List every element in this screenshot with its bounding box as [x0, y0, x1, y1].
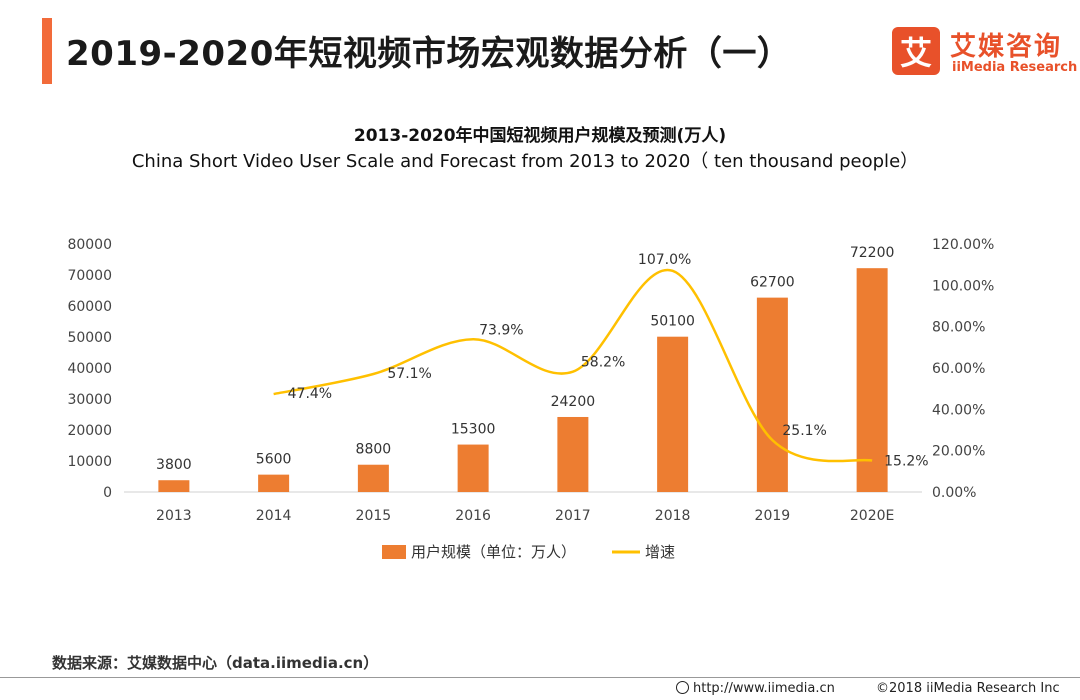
x-tick-label: 2018 — [655, 508, 691, 524]
legend-line-label: 增速 — [645, 543, 675, 561]
left-tick-label: 0 — [103, 485, 112, 501]
right-axis: 0.00% 20.00% 40.00% 60.00% 80.00% 100.00% 120.… — [932, 237, 994, 501]
x-tick-label: 2019 — [755, 508, 791, 524]
growth-line — [273, 268, 873, 463]
bar — [158, 480, 190, 492]
bar — [756, 297, 788, 492]
left-tick-label: 80000 — [67, 237, 112, 253]
growth-rate-label: 57.1% — [387, 366, 431, 382]
left-tick-label: 40000 — [67, 361, 112, 377]
bar — [258, 474, 290, 492]
left-tick-label: 60000 — [67, 299, 112, 315]
data-source: 数据来源：艾媒数据中心（data.iimedia.cn） — [52, 654, 379, 672]
bar — [557, 416, 589, 492]
bar-value-label: 50100 — [650, 314, 695, 330]
growth-rate-label: 25.1% — [782, 423, 826, 439]
bar-value-label: 8800 — [356, 442, 392, 458]
user-scale-chart: 2013-2020年中国短视频用户规模及预测(万人) China Short V… — [67, 125, 994, 561]
x-tick-label: 2013 — [156, 508, 192, 524]
bar — [856, 268, 888, 492]
growth-rate-label: 107.0% — [638, 252, 691, 268]
x-tick-label: 2016 — [455, 508, 491, 524]
bar-value-label: 24200 — [551, 394, 596, 410]
right-tick-label: 120.00% — [932, 237, 994, 253]
legend-bar-label: 用户规模（单位：万人） — [411, 543, 576, 561]
page-title: 2019-2020年短视频市场宏观数据分析（一） — [66, 34, 792, 74]
left-tick-label: 50000 — [67, 330, 112, 346]
x-tick-label: 2014 — [256, 508, 292, 524]
growth-rate-label: 15.2% — [884, 454, 928, 470]
legend: 用户规模（单位：万人） 增速 — [382, 543, 675, 561]
logo-brand-en: iiMedia Research — [952, 60, 1078, 75]
right-tick-label: 0.00% — [932, 485, 976, 501]
bar-value-label: 62700 — [750, 275, 795, 291]
bar-value-label: 5600 — [256, 452, 292, 468]
right-tick-label: 100.00% — [932, 278, 994, 294]
footer-copyright: ©2018 iiMedia Research Inc — [876, 681, 1060, 696]
logo-brand-cn: 艾媒咨询 — [950, 32, 1063, 62]
bar-value-label: 3800 — [156, 457, 192, 473]
iimedia-logo-icon: 艾 — [892, 27, 940, 75]
bar-value-label: 72200 — [850, 245, 895, 261]
footer-divider — [0, 677, 1080, 678]
line-labels: 47.4% 57.1% 73.9% 58.2% 107.0% 25.1% 15.2% — [288, 252, 929, 470]
x-axis: 2013 2014 2015 2016 2017 2018 2019 2020E — [156, 508, 894, 524]
footer-url-text[interactable]: http://www.iimedia.cn — [693, 681, 835, 696]
chart-subtitle: China Short Video User Scale and Forecas… — [132, 151, 918, 172]
right-tick-label: 40.00% — [932, 402, 985, 418]
x-tick-label: 2017 — [555, 508, 591, 524]
globe-icon — [676, 681, 689, 694]
bar — [657, 336, 689, 492]
chart-title: 2013-2020年中国短视频用户规模及预测(万人) — [354, 125, 726, 146]
left-tick-label: 10000 — [67, 454, 112, 470]
legend-bar-swatch — [382, 545, 406, 559]
x-tick-label: 2015 — [356, 508, 392, 524]
footer-website[interactable]: http://www.iimedia.cn — [676, 681, 835, 696]
x-tick-label: 2020E — [850, 508, 894, 524]
bar — [357, 464, 389, 492]
left-axis: 0 10000 20000 30000 40000 50000 60000 70000 8000… — [67, 237, 112, 501]
growth-rate-label: 47.4% — [288, 386, 332, 402]
left-tick-label: 70000 — [67, 268, 112, 284]
bar — [457, 444, 489, 492]
right-tick-label: 20.00% — [932, 444, 985, 460]
right-tick-label: 80.00% — [932, 320, 985, 336]
title-accent-bar — [42, 18, 52, 84]
left-tick-label: 30000 — [67, 392, 112, 408]
growth-rate-label: 73.9% — [479, 322, 523, 338]
bar-series — [158, 268, 888, 492]
bar-labels: 3800 5600 8800 15300 24200 50100 62700 72200 — [156, 245, 894, 473]
right-tick-label: 60.00% — [932, 361, 985, 377]
bar-value-label: 15300 — [451, 422, 496, 438]
left-tick-label: 20000 — [67, 423, 112, 439]
growth-rate-label: 58.2% — [581, 355, 625, 371]
